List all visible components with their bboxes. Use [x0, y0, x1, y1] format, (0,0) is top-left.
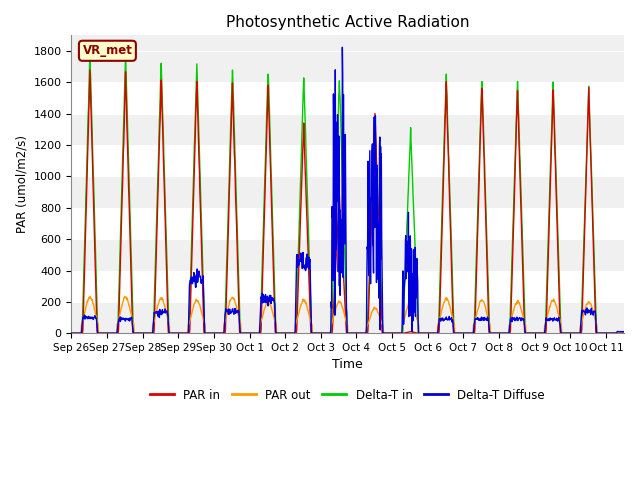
Bar — [72, 145, 624, 177]
X-axis label: Time: Time — [332, 359, 363, 372]
Legend: PAR in, PAR out, Delta-T in, Delta-T Diffuse: PAR in, PAR out, Delta-T in, Delta-T Dif… — [145, 384, 550, 406]
Text: VR_met: VR_met — [83, 44, 132, 57]
Y-axis label: PAR (umol/m2/s): PAR (umol/m2/s) — [15, 135, 28, 233]
Bar — [72, 271, 624, 302]
Title: Photosynthetic Active Radiation: Photosynthetic Active Radiation — [226, 15, 469, 30]
Bar — [72, 83, 624, 114]
Bar — [72, 208, 624, 239]
